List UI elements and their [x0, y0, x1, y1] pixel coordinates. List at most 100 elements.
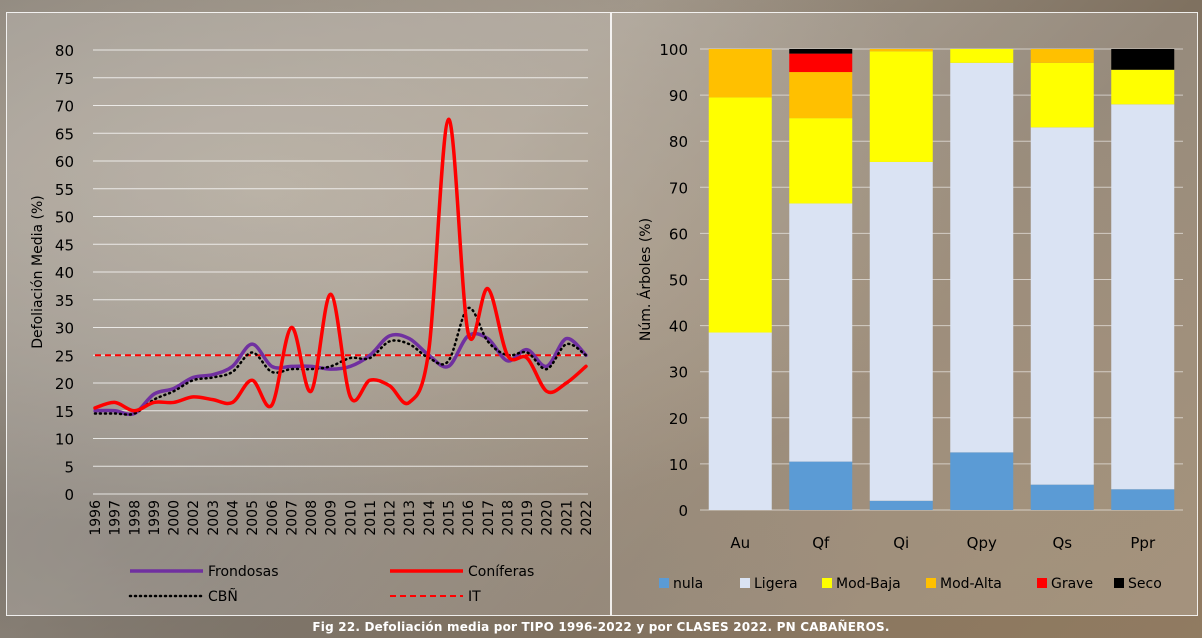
y-tick-label: 20 [669, 410, 688, 428]
legend-label: Grave [1051, 576, 1093, 592]
bar-segment-mod-baja [1030, 62, 1094, 128]
x-tick-label: 2019 [520, 500, 536, 536]
bar-segment-ligera [950, 62, 1014, 453]
legend-swatch [659, 578, 669, 588]
x-tick-label: 2014 [422, 500, 438, 536]
legend-label: CBÑ [208, 588, 238, 605]
x-tick-label: 2006 [265, 500, 281, 536]
bar-segment-nula [1030, 484, 1094, 510]
bar-segment-nula [1111, 489, 1175, 510]
legend-label: IT [468, 589, 481, 605]
x-tick-label: 2022 [579, 500, 595, 536]
y-tick-label: 35 [55, 292, 74, 310]
figure-caption: Fig 22. Defoliación media por TIPO 1996-… [312, 620, 890, 634]
x-tick-label: 2004 [225, 500, 241, 536]
bar-segment-mod-baja [789, 118, 853, 204]
x-tick-label: 2013 [402, 500, 418, 536]
x-tick-label: 2015 [442, 500, 458, 536]
y-tick-label: 45 [55, 236, 74, 254]
bar-segment-ligera [869, 161, 933, 501]
bar-segment-mod-baja [950, 49, 1014, 63]
legend-label: Frondosas [208, 564, 279, 580]
x-tick-label: Qs [1052, 534, 1072, 552]
y-axis-title: Defoliación Media (%) [30, 195, 46, 348]
x-tick-label: 2005 [245, 500, 261, 536]
bar-segment-mod-alta [789, 72, 853, 119]
bar-segment-nula [869, 500, 933, 510]
y-tick-label: 75 [55, 70, 74, 88]
legend-label: nula [673, 576, 703, 592]
bar-segment-mod-baja [1111, 69, 1175, 105]
x-tick-label: Qf [812, 534, 830, 552]
y-tick-label: 10 [669, 456, 688, 474]
bar-segment-mod-alta [1030, 49, 1094, 63]
bar-segment-ligera [708, 332, 772, 510]
x-tick-label: 2017 [481, 500, 497, 536]
legend-swatch [926, 578, 936, 588]
y-tick-label: 80 [669, 133, 688, 151]
y-tick-label: 10 [55, 431, 74, 449]
legend-label: Seco [1128, 576, 1162, 592]
y-tick-label: 55 [55, 181, 74, 199]
y-tick-label: 60 [669, 225, 688, 243]
legend-swatch [1114, 578, 1124, 588]
line-chart: 0 5 10 15 20 25 30 35 40 45 50 55 60 65 70 75 80 Defoliac… [30, 42, 595, 605]
bar-segment-seco [1111, 49, 1175, 70]
y-tick-label: 70 [669, 179, 688, 197]
bar-segment-mod-baja [869, 51, 933, 162]
x-tick-label: 2018 [500, 500, 516, 536]
x-tick-label: 2008 [304, 500, 320, 536]
x-tick-label: 2020 [540, 500, 556, 536]
legend-swatch [740, 578, 750, 588]
x-tick-label: Ppr [1130, 534, 1156, 552]
y-tick-label: 0 [64, 486, 74, 504]
y-tick-label: 25 [55, 347, 74, 365]
legend-label: Mod-Baja [836, 576, 901, 592]
y-tick-label: 80 [55, 42, 74, 60]
x-tick-label: 1996 [88, 500, 104, 536]
bar-segment-mod-baja [708, 97, 772, 333]
x-tick-label: Qpy [967, 534, 997, 552]
bar-segment-ligera [789, 203, 853, 462]
bar-segment-nula [789, 461, 853, 510]
bar-segment-ligera [1030, 127, 1094, 485]
y-tick-label: 50 [669, 272, 688, 290]
bar-segment-nula [950, 452, 1014, 510]
stacked-bar-chart: 0 10 20 30 40 50 60 70 80 90 100 Núm. Árboles (%) Au… [637, 41, 1183, 592]
legend-swatch [822, 578, 832, 588]
x-tick-label: 1997 [108, 500, 124, 536]
bar-segment-grave [789, 53, 853, 73]
y-tick-label: 90 [669, 87, 688, 105]
y-tick-label: 40 [55, 264, 74, 282]
y-tick-label: 50 [55, 209, 74, 227]
bar-segment-mod-alta [869, 49, 933, 52]
x-tick-label: 2021 [559, 500, 575, 536]
x-tick-label: 1998 [127, 500, 143, 536]
x-tick-label: 1999 [147, 500, 163, 536]
legend-label: Coníferas [468, 564, 534, 580]
x-tick-label: 2012 [383, 500, 399, 536]
y-tick-label: 0 [678, 502, 688, 520]
y-tick-label: 100 [659, 41, 688, 59]
bar-segment-mod-alta [708, 49, 772, 98]
line-chart-panel [6, 12, 611, 616]
y-tick-label: 30 [55, 320, 74, 338]
legend-label: Ligera [754, 576, 798, 592]
y-tick-label: 5 [64, 458, 74, 476]
x-tick-label: Au [730, 534, 750, 552]
x-tick-label: 2016 [461, 500, 477, 536]
bar-segment-ligera [1111, 104, 1175, 490]
series-line-frondosas [93, 331, 588, 417]
x-tick-label: 2000 [167, 500, 183, 536]
x-tick-label: 2007 [284, 500, 300, 536]
x-tick-label: 2002 [186, 500, 202, 536]
x-tick-label: Qi [893, 534, 909, 552]
y-tick-label: 60 [55, 153, 74, 171]
x-tick-label: 2010 [343, 500, 359, 536]
y-tick-label: 40 [669, 318, 688, 336]
legend-swatch [1037, 578, 1047, 588]
series-line-coníferas [93, 117, 588, 413]
x-tick-label: 2011 [363, 500, 379, 536]
y-tick-label: 20 [55, 375, 74, 393]
bar-segment-seco [789, 49, 853, 54]
